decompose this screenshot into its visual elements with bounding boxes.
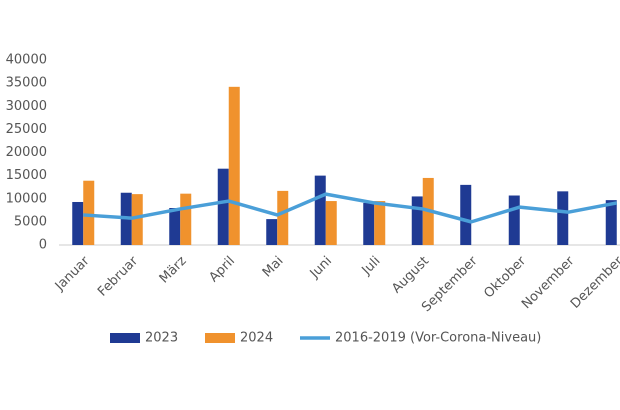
y-tick-label: 5000 <box>14 214 47 229</box>
y-tick-label: 10000 <box>6 191 47 206</box>
bar <box>374 201 386 245</box>
bar <box>277 190 289 245</box>
y-tick-label: 25000 <box>6 122 47 137</box>
bar <box>266 219 278 245</box>
x-tick-label: Dezember <box>568 253 620 312</box>
x-tick-label: Januar <box>52 253 93 294</box>
y-tick-label: 35000 <box>6 76 47 91</box>
bar <box>83 180 95 245</box>
legend-label: 2016-2019 (Vor-Corona-Niveau) <box>335 331 541 346</box>
y-tick-label: 40000 <box>6 53 47 68</box>
bar <box>411 196 423 245</box>
bar <box>460 184 472 245</box>
bar <box>508 195 520 245</box>
bar <box>557 191 569 245</box>
bar <box>314 175 326 245</box>
y-tick-label: 0 <box>39 238 47 253</box>
legend-label: 2024 <box>240 331 273 346</box>
x-tick-label: Juli <box>359 254 384 279</box>
x-tick-label: Februar <box>95 253 141 299</box>
legend-swatch <box>110 333 140 343</box>
bar <box>169 208 181 245</box>
bar <box>72 201 84 245</box>
x-tick-label: April <box>206 254 238 286</box>
x-tick-label: Mai <box>260 254 287 281</box>
bar <box>131 194 143 245</box>
bar <box>217 168 229 245</box>
legend-label: 2023 <box>145 331 178 346</box>
x-tick-label: Juni <box>307 254 335 282</box>
y-tick-label: 20000 <box>6 145 47 160</box>
line <box>83 192 618 224</box>
x-tick-label: August <box>389 254 432 297</box>
bar <box>325 201 337 245</box>
bar <box>363 202 375 245</box>
y-tick-label: 30000 <box>6 99 47 114</box>
x-tick-label: Oktober <box>481 253 529 301</box>
bar <box>180 193 192 245</box>
y-tick-label: 15000 <box>6 168 47 183</box>
bar <box>228 86 240 245</box>
legend-swatch <box>205 333 235 343</box>
x-tick-label: März <box>157 254 190 287</box>
bar <box>605 200 617 245</box>
